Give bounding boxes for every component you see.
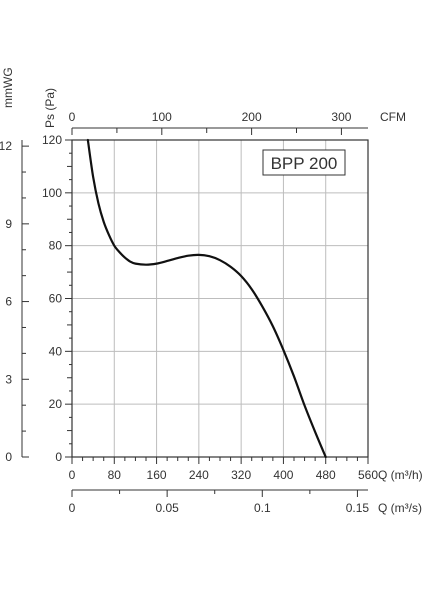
m3s-tick-label: 0 xyxy=(69,501,76,515)
m3h-tick-label: 0 xyxy=(69,468,76,482)
m3h-axis-label: Q (m³/h) xyxy=(378,468,423,482)
performance-curve xyxy=(86,138,327,459)
mmwg-tick-label: 12 xyxy=(0,139,12,153)
pa-tick-label: 0 xyxy=(55,450,62,464)
m3s-axis-label: Q (m³/s) xyxy=(378,501,422,515)
m3h-tick-label: 320 xyxy=(231,468,251,482)
m3s-tick-label: 0.05 xyxy=(155,501,179,515)
pa-tick-label: 120 xyxy=(42,133,62,147)
m3h-tick-label: 400 xyxy=(273,468,293,482)
mmwg-tick-label: 0 xyxy=(5,450,12,464)
pa-axis: 0 20 40 60 80 100 120 xyxy=(42,133,72,464)
mmwg-tick-label: 3 xyxy=(5,372,12,386)
m3h-tick-label: 80 xyxy=(108,468,122,482)
m3h-tick-label: 240 xyxy=(189,468,209,482)
m3h-tick-label: 560 xyxy=(358,468,378,482)
cfm-axis-label: CFM xyxy=(380,110,406,124)
mmwg-tick-label: 6 xyxy=(5,295,12,309)
model-label-box xyxy=(262,149,346,176)
cfm-tick-label: 100 xyxy=(152,110,172,124)
model-label: BPP 200 xyxy=(271,154,338,173)
m3s-tick-label: 0.1 xyxy=(254,501,271,515)
cfm-tick-label: 200 xyxy=(242,110,262,124)
cfm-axis: 0 100 200 300 xyxy=(69,110,352,135)
m3h-axis: 0 80 160 240 320 400 480 560 xyxy=(69,457,378,482)
cfm-tick-label: 300 xyxy=(331,110,351,124)
m3s-axis: 0 0.05 0.1 0.15 xyxy=(69,490,370,515)
m3h-tick-label: 160 xyxy=(147,468,167,482)
mmwg-axis: 0 3 6 9 12 xyxy=(0,139,29,464)
pa-tick-label: 100 xyxy=(42,186,62,200)
cfm-tick-label: 0 xyxy=(69,110,76,124)
pa-tick-label: 40 xyxy=(49,344,63,358)
m3h-tick-label: 480 xyxy=(316,468,336,482)
mmwg-axis-label: mmWG xyxy=(1,67,15,108)
grid-lines xyxy=(72,140,368,457)
pa-tick-label: 20 xyxy=(49,397,63,411)
pa-axis-label: Ps (Pa) xyxy=(43,88,57,128)
mmwg-tick-label: 9 xyxy=(5,217,12,231)
pa-tick-label: 80 xyxy=(49,239,63,253)
pa-tick-label: 60 xyxy=(49,292,63,306)
m3s-tick-label: 0.15 xyxy=(346,501,370,515)
